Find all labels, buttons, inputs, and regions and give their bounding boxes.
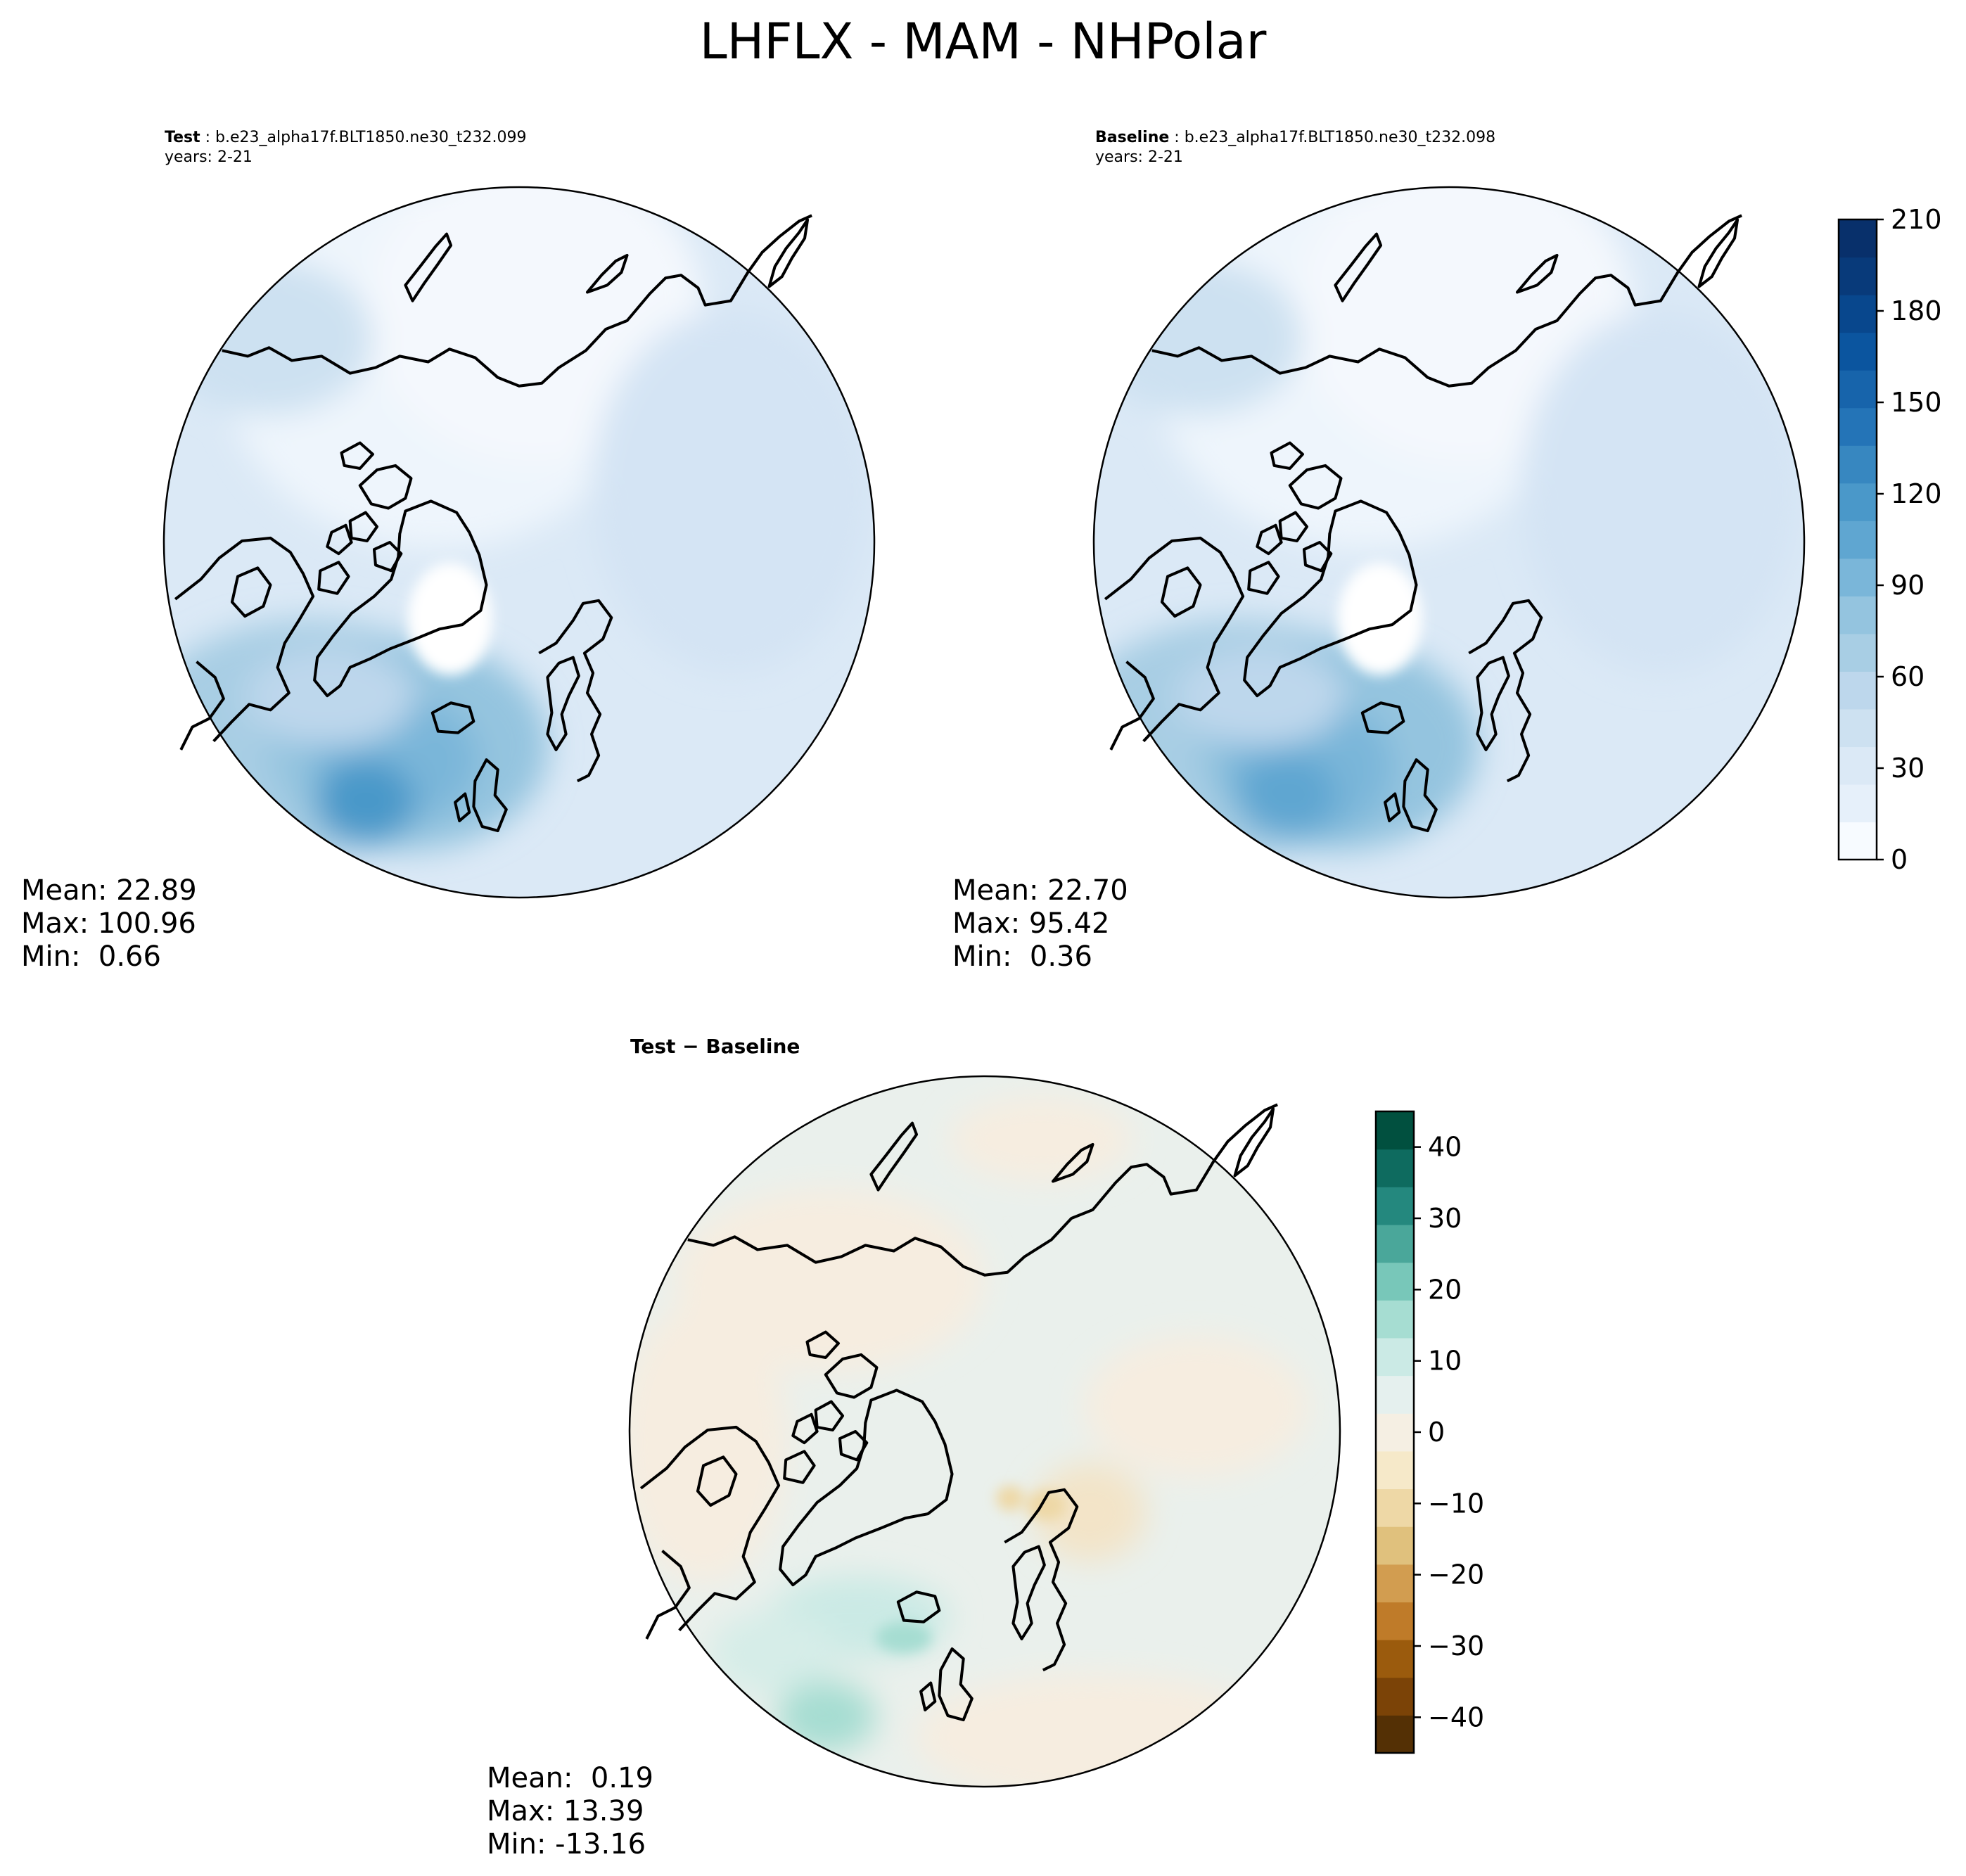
difference-max: Max: 13.39 <box>487 1795 644 1827</box>
colorbar-frame <box>1837 218 1878 861</box>
difference-min: Min: -13.16 <box>487 1828 646 1861</box>
colorbar-swatch <box>1376 1187 1414 1225</box>
colorbar-swatch <box>1839 746 1877 785</box>
baseline-stats: Mean: 22.70 Max: 95.42 Min: 0.36 <box>952 874 1128 974</box>
colorbar-tick-label: 0 <box>1428 1417 1445 1448</box>
colorbar-swatch <box>1839 483 1877 521</box>
colorbar-swatch <box>1839 407 1877 446</box>
colorbar-swatch <box>1839 671 1877 710</box>
baseline-label: Baseline <box>1095 129 1170 146</box>
colorbar-swatch <box>1376 1111 1414 1150</box>
colorbar-tick-label: 90 <box>1891 570 1924 601</box>
test-min: Min: 0.66 <box>21 940 161 973</box>
colorbar-swatch <box>1839 445 1877 484</box>
colorbar-swatch <box>1839 295 1877 333</box>
colorbar-swatch <box>1839 822 1877 860</box>
colorbar-swatch <box>1839 784 1877 823</box>
baseline-panel-header: Baseline : b.e23_alpha17f.BLT1850.ne30_t… <box>1095 128 1495 167</box>
blues-colorbar: 0 30 60 90 120 150 180 210 <box>1837 204 1942 875</box>
colorbar-swatch <box>1839 370 1877 409</box>
test-years: years: 2-21 <box>165 148 253 166</box>
test-map-boundary <box>162 186 876 899</box>
colorbar-swatch <box>1839 219 1877 258</box>
colorbar-swatch <box>1376 1300 1414 1339</box>
colorbar-swatch <box>1839 633 1877 672</box>
baseline-case-name: b.e23_alpha17f.BLT1850.ne30_t232.098 <box>1184 129 1496 146</box>
baseline-mean: Mean: 22.70 <box>952 874 1128 907</box>
baseline-years: years: 2-21 <box>1095 148 1183 166</box>
colorbar-tick-label: 30 <box>1891 753 1924 784</box>
baseline-min: Min: 0.36 <box>952 940 1092 973</box>
figure-title: LHFLX - MAM - NHPolar <box>699 13 1267 70</box>
colorbar-swatch <box>1839 521 1877 559</box>
colorbar-tick-label: −40 <box>1428 1702 1484 1733</box>
baseline-max: Max: 95.42 <box>952 907 1110 940</box>
colorbar-tick-label: 150 <box>1891 387 1942 418</box>
test-mean: Mean: 22.89 <box>21 874 197 907</box>
test-separator: : <box>200 129 216 146</box>
baseline-map <box>1092 186 1806 899</box>
baseline-separator: : <box>1169 129 1185 146</box>
colorbar-swatch <box>1376 1715 1414 1754</box>
test-max: Max: 100.96 <box>21 907 196 940</box>
colorbar-tick-label: −30 <box>1428 1631 1484 1661</box>
colorbar-swatch <box>1376 1640 1414 1678</box>
colorbar-swatch <box>1376 1450 1414 1490</box>
colorbar-tick-label: 30 <box>1428 1203 1462 1234</box>
colorbar-swatch <box>1376 1262 1414 1301</box>
colorbar-tick-label: 180 <box>1891 295 1942 326</box>
colorbar-tick-label: 0 <box>1891 844 1908 875</box>
brbg-colorbar: 40 30 20 10 0 −10 −20 −30 −40 <box>1374 1110 1484 1754</box>
colorbar-swatch <box>1839 708 1877 748</box>
colorbar-swatch <box>1839 257 1877 295</box>
colorbar-tick-label: −20 <box>1428 1559 1484 1590</box>
colorbar-tick-label: −10 <box>1428 1488 1484 1519</box>
test-case-name: b.e23_alpha17f.BLT1850.ne30_t232.099 <box>215 129 527 146</box>
baseline-map-boundary <box>1092 186 1806 899</box>
colorbar-swatch <box>1376 1224 1414 1263</box>
colorbar-swatch <box>1376 1677 1414 1716</box>
colorbar-tick-label: 10 <box>1428 1346 1462 1377</box>
difference-map-boundary <box>628 1075 1341 1788</box>
colorbar-tick-label: 120 <box>1891 478 1942 509</box>
colorbar-swatch <box>1376 1564 1414 1603</box>
colorbar-swatch <box>1376 1602 1414 1640</box>
test-panel-header: Test : b.e23_alpha17f.BLT1850.ne30_t232.… <box>165 128 526 167</box>
colorbar-swatch <box>1839 332 1877 371</box>
test-map <box>162 186 876 899</box>
test-label: Test <box>165 129 200 146</box>
colorbar-swatch <box>1376 1337 1414 1377</box>
difference-stats: Mean: 0.19 Max: 13.39 Min: -13.16 <box>487 1762 653 1861</box>
colorbar-tick-label: 40 <box>1428 1132 1462 1163</box>
colorbar-tick-label: 20 <box>1428 1274 1462 1305</box>
difference-map <box>628 1075 1341 1788</box>
colorbar-swatch <box>1376 1488 1414 1527</box>
colorbar-swatch <box>1839 558 1877 596</box>
difference-mean: Mean: 0.19 <box>487 1762 653 1794</box>
colorbar-swatch <box>1839 596 1877 634</box>
difference-panel-header: Test − Baseline <box>630 1035 800 1058</box>
test-stats: Mean: 22.89 Max: 100.96 Min: 0.66 <box>21 874 197 974</box>
colorbar-swatch <box>1376 1413 1414 1452</box>
colorbar-swatch <box>1376 1375 1414 1414</box>
colorbar-swatch <box>1376 1149 1414 1187</box>
colorbar-tick-label: 210 <box>1891 204 1942 235</box>
colorbar-tick-label: 60 <box>1891 661 1924 692</box>
colorbar-swatch <box>1376 1526 1414 1565</box>
